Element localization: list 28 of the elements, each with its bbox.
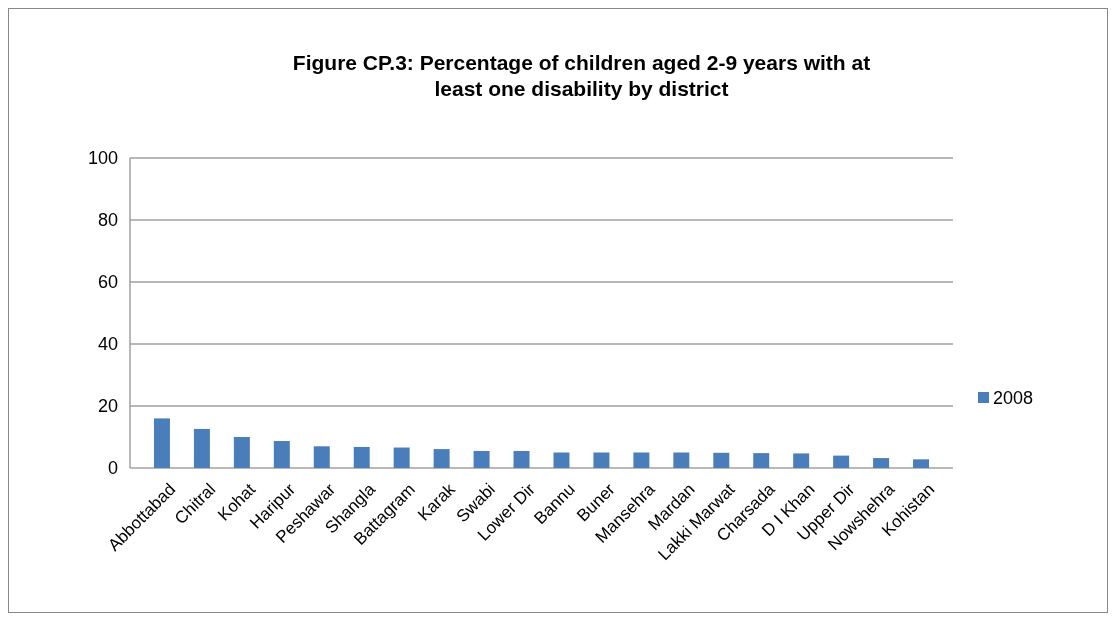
bar [593, 452, 610, 468]
bar [153, 418, 170, 468]
bar [233, 437, 250, 468]
bar [633, 452, 650, 468]
bar [713, 452, 730, 468]
bar [433, 449, 450, 468]
y-tick-label: 0 [107, 458, 118, 479]
bar [393, 447, 410, 468]
bar [513, 450, 530, 468]
y-tick-label: 60 [97, 272, 118, 293]
bar [313, 446, 330, 468]
y-tick-label: 80 [97, 210, 118, 231]
bar [273, 441, 290, 468]
bar [873, 458, 890, 468]
legend-label: 2008 [993, 388, 1034, 409]
y-tick-label: 100 [87, 148, 118, 169]
y-tick-label: 20 [97, 396, 118, 417]
bar [673, 452, 690, 468]
bar [833, 455, 850, 468]
bar [473, 450, 490, 468]
bar [793, 453, 810, 468]
bar [353, 446, 370, 468]
bar [913, 459, 930, 468]
bar [553, 452, 570, 468]
bar [193, 428, 210, 468]
y-tick-label: 40 [97, 334, 118, 355]
bar [753, 453, 770, 468]
chart-title: Figure CP.3: Percentage of children aged 2-9 years with at least one disability by district [292, 51, 871, 100]
